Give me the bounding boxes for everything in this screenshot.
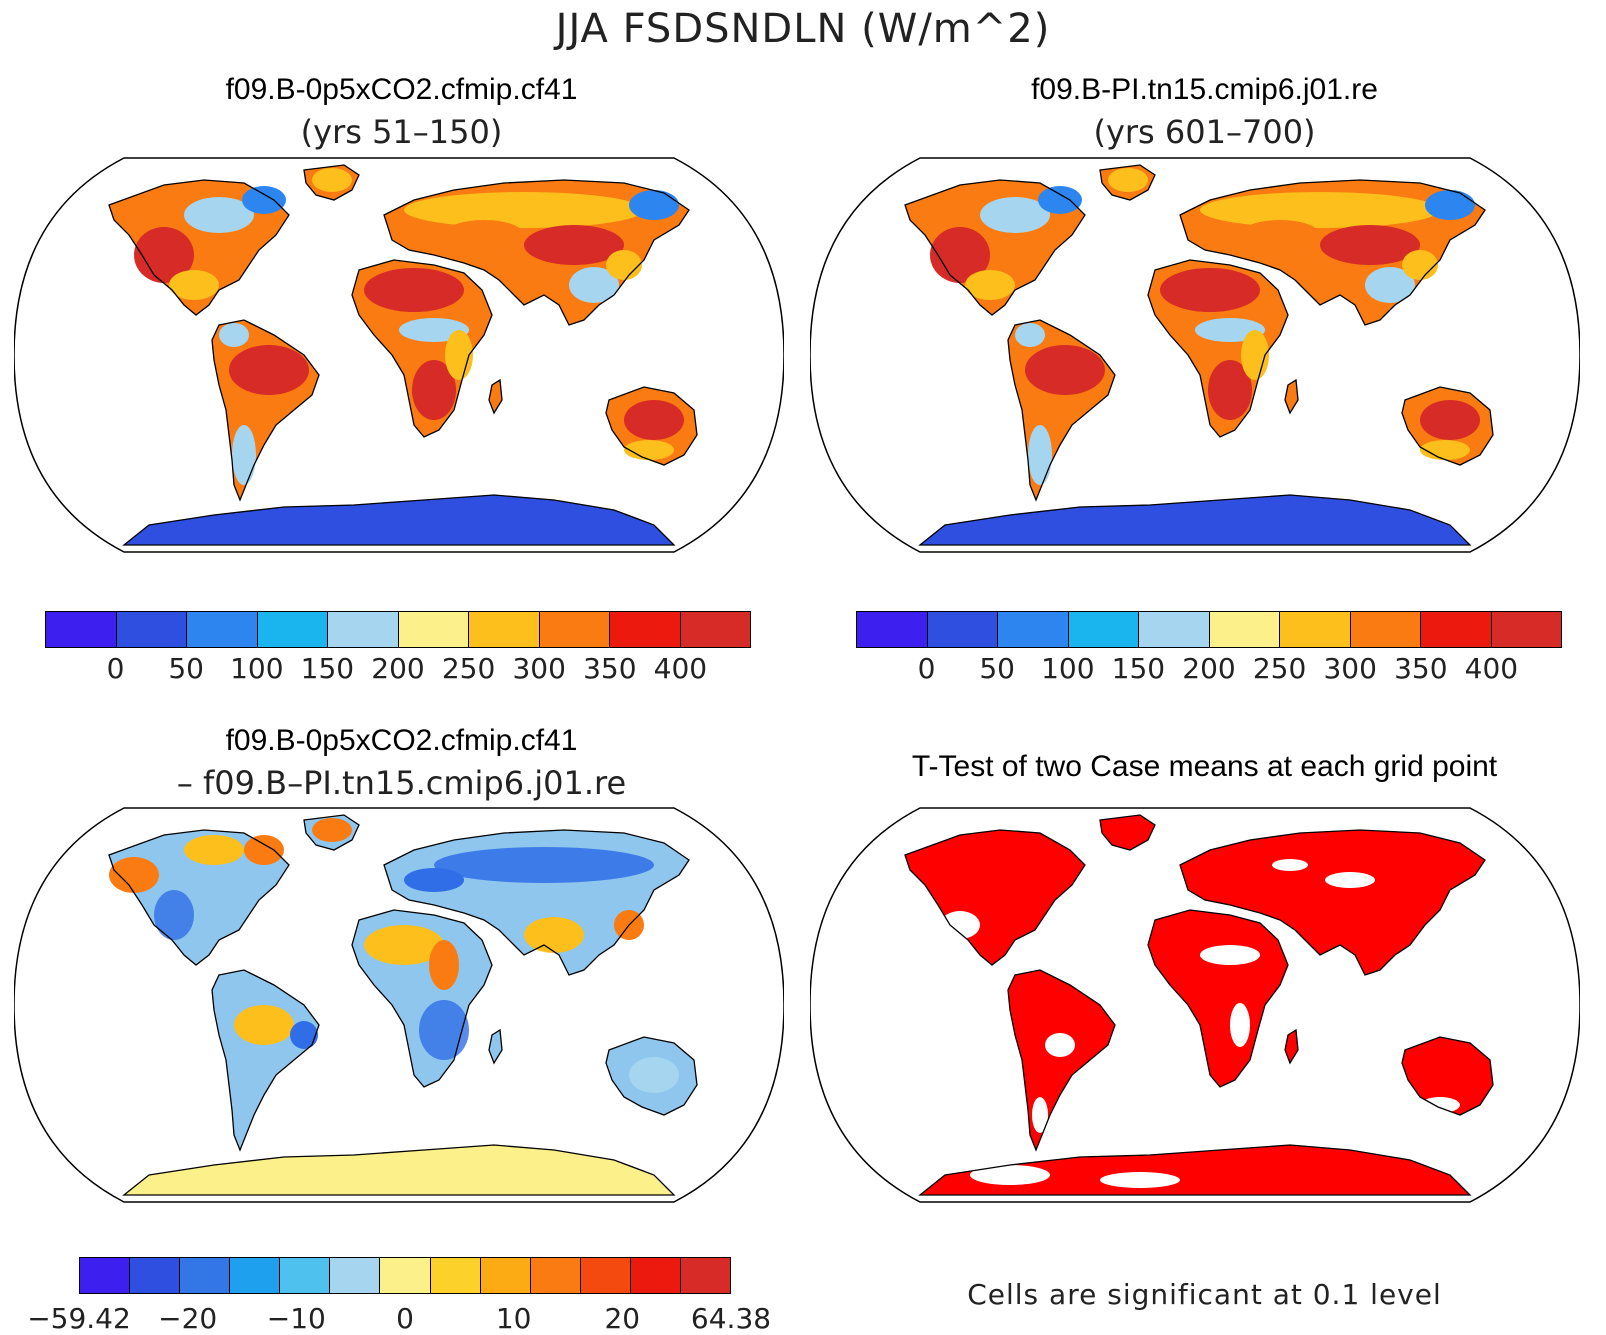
colorbar-tick-label: 20 [604, 1302, 641, 1335]
colorbar-swatch [580, 1258, 631, 1293]
colorbar-swatch [630, 1258, 681, 1293]
colorbar-swatch [530, 1258, 581, 1293]
colorbar-tick-label: 300 [1323, 652, 1377, 685]
colorbar-tick-label: 350 [1394, 652, 1448, 685]
colorbar-tick-label: 250 [1252, 652, 1307, 685]
panel1-map [14, 157, 784, 553]
significance-note: Cells are significant at 0.1 level [967, 1278, 1442, 1311]
colorbar-tick-label: 0 [396, 1302, 414, 1335]
colorbar-swatch [46, 612, 117, 647]
colorbar-tick-label: −10 [266, 1302, 326, 1335]
colorbar-swatch [927, 612, 998, 647]
colorbar-swatch [180, 1258, 231, 1293]
figure-title: JJA FSDSNDLN (W/m^2) [555, 6, 1051, 52]
colorbar-tick-label: 250 [441, 652, 496, 685]
colorbar-swatch [480, 1258, 531, 1293]
panel3-case-title: f09.B-0p5xCO2.cfmip.cf41 [225, 724, 578, 757]
colorbar-swatch [430, 1258, 481, 1293]
colorbar-swatch [130, 1258, 181, 1293]
land-antarctica [124, 495, 674, 545]
colorbar-tick-label: 200 [371, 652, 425, 685]
colorbar-swatch [187, 612, 258, 647]
colorbar-swatch [1491, 612, 1561, 647]
colorbar-abs-left [45, 611, 751, 648]
colorbar-tick-label: 300 [512, 652, 566, 685]
colorbar-swatch [116, 612, 187, 647]
colorbar-swatch [680, 1258, 731, 1293]
land-antarctica [920, 1145, 1470, 1195]
colorbar-swatch [80, 1258, 131, 1293]
colorbar-tick-label: 150 [300, 652, 355, 685]
colorbar-swatch [328, 612, 399, 647]
colorbar-tick-label: 50 [168, 652, 205, 685]
colorbar-tick-label: −59.42 [27, 1302, 131, 1335]
land-greenland [1100, 815, 1155, 850]
colorbar-tick-label: 150 [1111, 652, 1166, 685]
colorbar-diff [79, 1257, 731, 1294]
panel1-case-title: f09.B-0p5xCO2.cfmip.cf41 [225, 73, 578, 106]
colorbar-swatch [280, 1258, 331, 1293]
colorbar-swatch [1421, 612, 1492, 647]
colorbar-tick-label: 400 [1464, 652, 1519, 685]
panel2-case-title: f09.B-PI.tn15.cmip6.j01.re [1031, 73, 1378, 106]
colorbar-swatch [469, 612, 540, 647]
colorbar-tick-label: 200 [1182, 652, 1236, 685]
panel4-title: T-Test of two Case means at each grid po… [911, 750, 1498, 783]
panel3-map [14, 807, 784, 1203]
panel3-subtitle: – f09.B–PI.tn15.cmip6.j01.re [176, 764, 627, 802]
land-antarctica [124, 1145, 674, 1195]
colorbar-swatch [398, 612, 469, 647]
colorbar-swatch [330, 1258, 381, 1293]
colorbar-swatch [539, 612, 610, 647]
colorbar-swatch [998, 612, 1069, 647]
colorbar-swatch [380, 1258, 431, 1293]
colorbar-tick-label: 350 [583, 652, 637, 685]
colorbar-swatch [1209, 612, 1280, 647]
colorbar-swatch [1068, 612, 1139, 647]
colorbar-swatch [257, 612, 328, 647]
colorbar-swatch [680, 612, 750, 647]
land-northAmerica [109, 830, 289, 965]
colorbar-tick-label: 100 [230, 652, 284, 685]
panel2-subtitle: (yrs 601–700) [1093, 113, 1316, 151]
colorbar-swatch [1139, 612, 1210, 647]
colorbar-tick-label: 50 [979, 652, 1016, 685]
colorbar-tick-label: 64.38 [690, 1302, 772, 1335]
panel2-map [810, 157, 1580, 553]
land-antarctica [920, 495, 1470, 545]
panel1-subtitle: (yrs 51–150) [300, 113, 503, 151]
panel4-map [810, 807, 1580, 1203]
land-northAmerica [905, 830, 1085, 965]
colorbar-tick-label: 10 [495, 1302, 532, 1335]
colorbar-swatch [1350, 612, 1421, 647]
colorbar-tick-label: −20 [158, 1302, 218, 1335]
colorbar-abs-right [856, 611, 1562, 648]
colorbar-tick-label: 100 [1041, 652, 1095, 685]
colorbar-swatch [857, 612, 928, 647]
land-eurasia [1180, 830, 1485, 975]
colorbar-swatch [230, 1258, 281, 1293]
land-australia [1402, 1037, 1493, 1115]
colorbar-tick-label: 400 [653, 652, 708, 685]
colorbar-swatch [1280, 612, 1351, 647]
colorbar-tick-label: 0 [106, 652, 125, 685]
colorbar-tick-label: 0 [917, 652, 936, 685]
colorbar-swatch [610, 612, 681, 647]
